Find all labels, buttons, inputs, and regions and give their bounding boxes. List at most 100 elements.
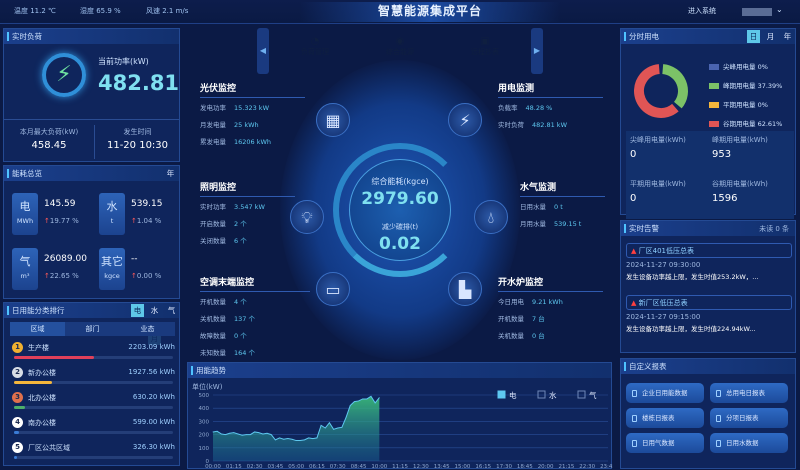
x-tick-label: 00:00 bbox=[205, 464, 221, 470]
x-tick-label: 16:15 bbox=[475, 464, 491, 470]
energy-trend-panel: 用能趋势 单位(kW) 0 100 200 300 400 500 00:00 01:15 02:… bbox=[187, 362, 613, 470]
document-icon bbox=[716, 414, 721, 422]
load-management-button[interactable]: ◔ 负荷管理 bbox=[274, 32, 356, 66]
data-point bbox=[353, 401, 355, 402]
x-tick-label: 21:15 bbox=[558, 464, 574, 470]
report-button[interactable]: 企业日用能数据 bbox=[626, 383, 704, 403]
data-point bbox=[358, 400, 359, 402]
series-area bbox=[213, 396, 380, 461]
document-icon bbox=[632, 414, 637, 422]
data-point bbox=[329, 422, 330, 424]
toggle-month[interactable]: 月 bbox=[766, 32, 775, 41]
alarm-icon: ▲ bbox=[631, 247, 637, 255]
chevron-down-icon[interactable]: ⌄ bbox=[776, 5, 783, 14]
tab-business[interactable]: 业态 bbox=[140, 325, 155, 333]
data-point bbox=[308, 437, 310, 439]
data-point bbox=[345, 417, 347, 418]
overview-item: 气 m³ 26089.00 ↑22.65 % bbox=[12, 248, 92, 292]
tou-panel: 分时用电 日 月 年 尖峰用电量 0% 峰期用电量 37.39% 平期用电量 0% 谷… bbox=[620, 28, 796, 219]
meter-icon: ▣ bbox=[480, 36, 490, 47]
toggle-electric[interactable]: 电 bbox=[131, 304, 144, 317]
arrow-up-icon: ↑ bbox=[131, 217, 137, 225]
max-load-value: 458.45 bbox=[31, 140, 67, 151]
nav-prev-button[interactable]: ◀ bbox=[257, 28, 269, 74]
donut-slice bbox=[634, 64, 679, 118]
toggle-gas[interactable]: 气 bbox=[167, 306, 176, 315]
metric-row: 月用水量 539.15 t bbox=[520, 220, 582, 228]
data-point bbox=[283, 438, 285, 440]
metric-row: 实时负荷 482.81 kW bbox=[498, 121, 568, 129]
donut-slice bbox=[661, 64, 688, 109]
data-point bbox=[216, 430, 218, 432]
enter-system-link[interactable]: 进入系统 bbox=[688, 7, 716, 15]
time-value: 11-20 10:30 bbox=[106, 140, 169, 151]
toggle-day[interactable]: 日 bbox=[747, 30, 760, 43]
data-point bbox=[262, 433, 264, 435]
toggle-water[interactable]: 水 bbox=[150, 306, 159, 315]
data-point bbox=[291, 438, 293, 440]
ranking-item[interactable]: 5 厂区公共区域 326.30 kWh bbox=[12, 442, 175, 462]
ranking-item[interactable]: 2 新办公楼 1927.56 kWh bbox=[12, 367, 175, 387]
y-tick-label: 300 bbox=[199, 419, 210, 425]
nav-next-button[interactable]: ▶ bbox=[531, 28, 543, 74]
x-tick-label: 15:00 bbox=[455, 464, 471, 470]
toggle-year[interactable]: 年 bbox=[783, 32, 792, 41]
ranking-item[interactable]: 3 北办公楼 630.20 kWh bbox=[12, 392, 175, 412]
x-tick-label: 01:15 bbox=[226, 464, 242, 470]
ranking-bar bbox=[14, 356, 173, 359]
legend-label: 水 bbox=[549, 390, 557, 400]
lightbulb-icon: 💡︎ bbox=[290, 200, 324, 234]
alarm-item[interactable]: ▲ 厂区401低压总表 2024-11-27 09:30:00 发生设备功率越上… bbox=[626, 243, 792, 281]
top-bar: 温度 11.2 ℃ 湿度 65.9 % 风速 2.1 m/s 智慧能源集成平台 … bbox=[0, 0, 800, 24]
overview-tile: 电 MWh bbox=[12, 193, 38, 235]
ranking-item[interactable]: 4 南办公楼 599.00 kWh bbox=[12, 417, 175, 437]
ranking-item[interactable]: 1 生产楼 2203.09 kWh bbox=[12, 342, 175, 362]
report-button[interactable]: 楼栋日报表 bbox=[626, 408, 704, 428]
alarm-icon: ▲ bbox=[631, 299, 637, 307]
document-icon bbox=[716, 439, 721, 447]
metric-row: 关闭数量 6 个 bbox=[200, 237, 247, 245]
panel-title: 实时告警 bbox=[621, 221, 795, 236]
ranking-value: 630.20 kWh bbox=[132, 393, 175, 401]
report-button[interactable]: 日用水数据 bbox=[710, 433, 788, 453]
solar-panel-icon: ▦ bbox=[316, 103, 350, 137]
carbon-value: 0.02 bbox=[379, 234, 421, 254]
user-menu[interactable] bbox=[742, 8, 772, 16]
metric-row: 开启数量 2 个 bbox=[200, 220, 247, 228]
rank-badge-icon: 1 bbox=[12, 342, 23, 353]
remote-meter-button[interactable]: ▣ 远程抄表 bbox=[444, 32, 526, 66]
rank-badge-icon: 4 bbox=[12, 417, 23, 428]
data-point bbox=[250, 434, 251, 435]
data-point bbox=[212, 431, 214, 433]
data-point bbox=[225, 434, 226, 435]
report-button[interactable]: 日用气数据 bbox=[626, 433, 704, 453]
boiler-monitor: 开水炉监控 今日用电 9.21 kWh 开机数量 7 台关机数量 0 台 bbox=[498, 275, 603, 347]
max-load-label: 本月最大负荷(kW) bbox=[19, 128, 79, 136]
tab-department[interactable]: 部门 bbox=[85, 325, 100, 333]
report-button[interactable]: 总用电日报表 bbox=[710, 383, 788, 403]
metric-row: 负载率 48.28 % bbox=[498, 104, 553, 112]
tab-region[interactable]: 区域 bbox=[10, 322, 65, 336]
water-drop-icon: 💧︎ bbox=[474, 200, 508, 234]
overview-tile: 其它 kgce bbox=[99, 248, 125, 290]
toggle-year[interactable]: 年 bbox=[166, 169, 175, 178]
alarm-panel: 实时告警 未读 0 条 ▲ 厂区401低压总表 2024-11-27 09:30… bbox=[620, 220, 796, 353]
tou-cell: 谷期用电量(kWh) 1596 bbox=[712, 180, 768, 204]
arrow-up-icon: ↑ bbox=[44, 217, 50, 225]
legend-label: 气 bbox=[589, 390, 597, 400]
data-point bbox=[254, 431, 255, 433]
unread-count[interactable]: 未读 0 条 bbox=[759, 225, 789, 233]
x-tick-label: 12:30 bbox=[413, 464, 429, 470]
legend-toggle[interactable] bbox=[537, 390, 546, 399]
integrated-energy-button[interactable]: ◉ 综合能源 bbox=[359, 32, 441, 66]
report-button[interactable]: 分项日报表 bbox=[710, 408, 788, 428]
legend-toggle[interactable] bbox=[497, 390, 506, 399]
ranking-bar bbox=[14, 406, 173, 409]
alarm-item[interactable]: ▲ 新厂区低压总表 2024-11-27 09:15:00 发生设备功率越上限，… bbox=[626, 295, 792, 333]
legend-toggle[interactable] bbox=[577, 390, 586, 399]
panel-title: 能耗总览 bbox=[4, 166, 179, 181]
ranking-value: 326.30 kWh bbox=[132, 443, 175, 451]
energy-label: 综合能耗(kgce) bbox=[371, 177, 429, 186]
data-point bbox=[233, 432, 235, 434]
